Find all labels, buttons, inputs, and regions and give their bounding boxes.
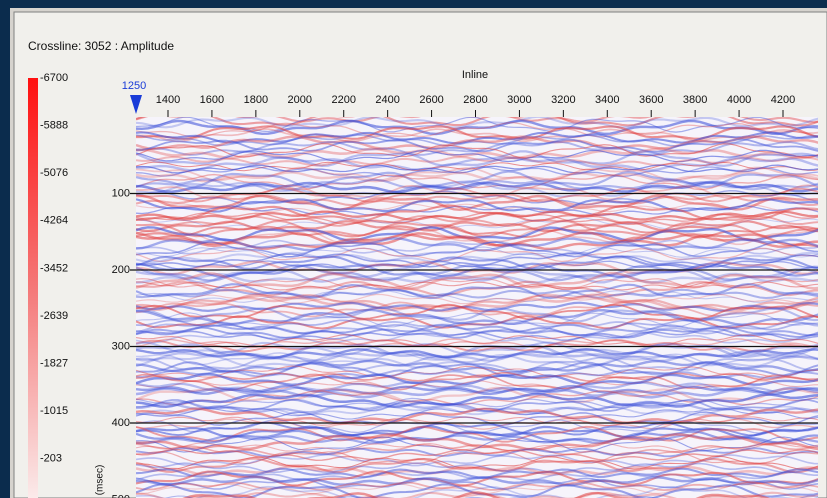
inline-tick-label: 3200 [551, 94, 575, 106]
inline-tick-label: 3600 [639, 94, 663, 106]
colorbar [28, 78, 38, 498]
time-tick-label: 500 [112, 493, 130, 498]
screen: Crossline: 3052 : Amplitude Inline 1250 … [0, 0, 827, 498]
colorbar-label: -4264 [40, 215, 68, 227]
time-tick-label: 200 [112, 264, 130, 276]
time-tick-label: 100 [112, 187, 130, 199]
colorbar-label: -2639 [40, 310, 68, 322]
colorbar-label: -5888 [40, 120, 68, 132]
inline-tick-label: 3000 [507, 94, 531, 106]
inline-tick-label: 1600 [200, 94, 224, 106]
inline-tick-label: 4000 [727, 94, 751, 106]
colorbar-label: -6700 [40, 72, 68, 84]
colorbar-label: -5076 [40, 167, 68, 179]
inline-marker-label: 1250 [122, 80, 146, 92]
colorbar-label: -1015 [40, 405, 68, 417]
inline-tick-label: 1400 [156, 94, 180, 106]
time-tick-label: 300 [112, 340, 130, 352]
colorbar-label: -1827 [40, 358, 68, 370]
page: Crossline: 3052 : Amplitude Inline 1250 … [0, 0, 827, 498]
inline-axis-label: Inline [462, 69, 488, 81]
inline-tick-label: 2800 [463, 94, 487, 106]
colorbar-label: -203 [40, 453, 62, 465]
inline-tick-label: 2600 [419, 94, 443, 106]
inline-tick-label: 2200 [331, 94, 355, 106]
window-title: Crossline: 3052 : Amplitude [28, 39, 174, 53]
colorbar-label: -3452 [40, 262, 68, 274]
inline-tick-label: 3400 [595, 94, 619, 106]
time-axis-label: (msec) [95, 465, 106, 496]
inline-tick-label: 2400 [375, 94, 399, 106]
inline-tick-label: 1800 [244, 94, 268, 106]
inline-tick-label: 4200 [771, 94, 795, 106]
inline-tick-label: 2000 [288, 94, 312, 106]
time-tick-label: 400 [112, 417, 130, 429]
inline-tick-label: 3800 [683, 94, 707, 106]
